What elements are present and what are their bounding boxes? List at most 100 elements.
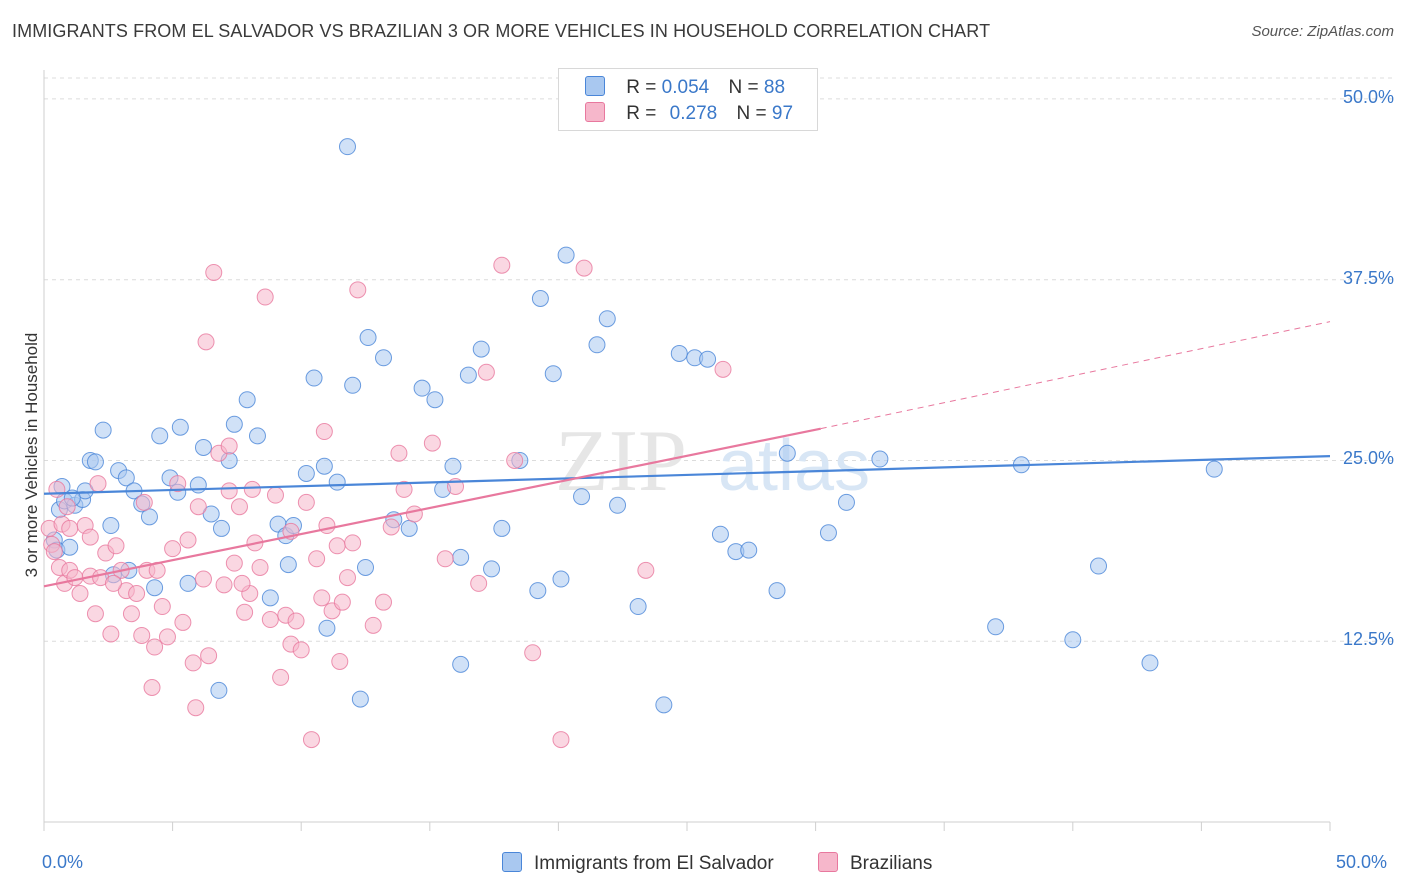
data-point [261, 611, 279, 629]
data-point [61, 519, 79, 537]
data-point [493, 256, 511, 274]
data-point [315, 457, 333, 475]
legend-item-el-salvador[interactable]: Immigrants from El Salvador [502, 852, 774, 875]
data-point [238, 391, 256, 409]
stats-legend: R = 0.054 N = 88 R = 0.278 N = 97 [558, 68, 818, 131]
data-point [470, 574, 488, 592]
data-point [272, 668, 290, 686]
data-point [184, 654, 202, 672]
r-label: R = [626, 103, 657, 124]
data-point [248, 427, 266, 445]
data-point [225, 554, 243, 572]
data-point [524, 644, 542, 662]
data-point [714, 360, 732, 378]
data-point [187, 699, 205, 717]
y-tick-label: 37.5% [1342, 267, 1394, 288]
data-point [297, 464, 315, 482]
data-point [197, 333, 215, 351]
y-axis-label-wrap: 3 or more Vehicles in Household [18, 0, 46, 892]
data-point [174, 613, 192, 631]
data-point [297, 493, 315, 511]
data-point [1205, 460, 1223, 478]
data-point [266, 486, 284, 504]
data-point [220, 437, 238, 455]
watermark: ZIP atlas [555, 413, 870, 510]
data-point [629, 598, 647, 616]
data-point [279, 556, 297, 574]
data-point [552, 570, 570, 588]
data-point [48, 480, 66, 498]
data-point [395, 480, 413, 498]
legend-swatch-el-salvador [502, 852, 522, 872]
data-point [382, 518, 400, 536]
data-point [452, 548, 470, 566]
data-point [305, 369, 323, 387]
trend-line-1 [43, 427, 821, 588]
data-point [313, 589, 331, 607]
chart-title: IMMIGRANTS FROM EL SALVADOR VS BRAZILIAN… [12, 21, 991, 41]
data-point [104, 574, 122, 592]
data-point [225, 415, 243, 433]
data-point [987, 618, 1005, 636]
data-point [117, 469, 135, 487]
trend-line-0 [43, 455, 1331, 495]
data-point [344, 534, 362, 552]
data-point [426, 391, 444, 409]
data-point [76, 482, 94, 500]
n-label: N = [736, 103, 767, 124]
data-point [819, 524, 837, 542]
data-point [194, 438, 212, 456]
data-point [328, 473, 346, 491]
data-point [588, 336, 606, 354]
data-point [338, 569, 356, 587]
data-point [357, 558, 374, 576]
data-point [151, 427, 169, 445]
data-point [318, 517, 336, 535]
y-tick-label: 12.5% [1342, 629, 1394, 650]
data-point [194, 570, 212, 588]
n-label: N = [728, 77, 759, 98]
data-point [573, 488, 591, 506]
data-point [169, 475, 187, 493]
data-point [459, 366, 477, 384]
data-point [1090, 557, 1108, 575]
data-point [66, 569, 84, 587]
data-point [102, 517, 120, 535]
data-point [436, 550, 454, 568]
data-point [128, 585, 146, 603]
data-point [444, 457, 462, 475]
data-point [655, 696, 673, 714]
data-point [344, 376, 362, 394]
data-point [140, 508, 158, 526]
axes [43, 70, 1331, 831]
data-point [338, 138, 356, 156]
legend-item-brazilians[interactable]: Brazilians [818, 852, 932, 875]
data-point [200, 647, 218, 665]
stats-row-brazilians: R = 0.278 N = 97 [585, 102, 793, 126]
y-tick-label: 25.0% [1342, 448, 1394, 469]
data-point [598, 310, 616, 328]
data-point [89, 475, 107, 493]
data-point [315, 423, 333, 441]
data-point [189, 476, 207, 494]
r-value: 0.278 [669, 103, 718, 124]
data-point [575, 259, 593, 277]
data-point [328, 537, 346, 555]
data-point [135, 493, 153, 511]
data-point [349, 281, 367, 299]
source-label: Source: ZipAtlas.com [1251, 23, 1394, 40]
data-point [179, 574, 197, 592]
data-point [292, 641, 310, 659]
data-point [146, 579, 164, 597]
data-point [405, 505, 423, 523]
legend-label: Brazilians [850, 853, 933, 874]
data-point [243, 480, 261, 498]
data-point [202, 505, 220, 523]
grid-lines [44, 77, 1393, 642]
data-point [122, 605, 140, 623]
data-point [1141, 654, 1159, 672]
data-point [153, 598, 171, 616]
data-point [133, 626, 151, 644]
data-point [331, 652, 349, 670]
